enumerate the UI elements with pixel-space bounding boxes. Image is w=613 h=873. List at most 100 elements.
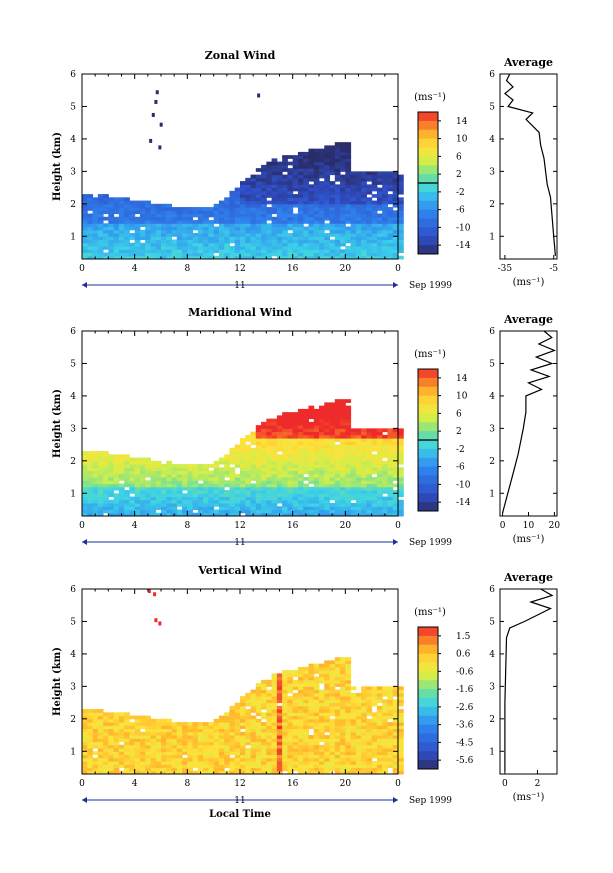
heatmap-cell: [250, 692, 257, 697]
heatmap-cell: [229, 770, 236, 775]
heatmap-cell: [82, 728, 88, 733]
heatmap-cell: [334, 764, 341, 769]
heatmap-cell: [113, 757, 120, 762]
heatmap-cell: [166, 722, 173, 726]
heatmap-cell: [87, 220, 94, 224]
heatmap-cell: [155, 757, 162, 762]
heatmap-cell: [355, 444, 362, 449]
heatmap-cell: [192, 483, 199, 488]
heatmap-cell: [324, 151, 331, 156]
heatmap-cell: [266, 509, 273, 514]
heatmap-cell: [245, 229, 252, 234]
heatmap-cell: [366, 754, 373, 759]
heatmap-cell: [234, 216, 241, 221]
heatmap-cell: [287, 486, 294, 491]
heatmap-cell: [118, 748, 125, 752]
heatmap-cell: [287, 738, 294, 743]
heatmap-cell: [266, 467, 273, 472]
heatmap-cell: [334, 696, 341, 700]
heatmap-cell: [92, 722, 99, 726]
heatmap-cell: [334, 158, 341, 163]
heatmap-cell: [319, 470, 325, 475]
heatmap-cell: [398, 702, 404, 707]
heatmap-cell: [129, 722, 136, 726]
heatmap-cell: [366, 692, 373, 697]
heatmap-cell: [387, 438, 394, 442]
heatmap-cell: [334, 249, 341, 254]
heatmap-cell: [271, 164, 278, 169]
heatmap-cell: [255, 184, 262, 189]
heatmap-cell: [366, 741, 373, 746]
heatmap-cell: [387, 236, 394, 241]
heatmap-cell: [292, 493, 299, 498]
heatmap-cell: [150, 236, 157, 241]
heatmap-cell: [171, 477, 178, 481]
heatmap-cell: [392, 171, 399, 176]
heatmap-cell: [255, 447, 262, 452]
heatmap-cell: [361, 444, 367, 449]
heatmap-cell: [224, 473, 230, 478]
heatmap-cell: [350, 741, 357, 746]
heatmap-cell: [292, 229, 299, 234]
heatmap-cell: [334, 731, 341, 736]
heatmap-cell: [240, 220, 246, 224]
heatmap-cell: [287, 428, 294, 433]
heatmap-cell: [261, 741, 267, 746]
heatmap-cell: [392, 767, 399, 772]
heatmap-cell: [345, 741, 352, 746]
profile-y-tick-label: 3: [489, 682, 495, 692]
heatmap-cell: [171, 233, 178, 237]
heatmap-cell: [366, 470, 373, 475]
heatmap-cell: [155, 744, 162, 749]
heatmap-cell: [334, 174, 341, 179]
heatmap-cell: [355, 486, 362, 491]
heatmap-cell: [271, 683, 278, 687]
heatmap-cell: [145, 503, 151, 507]
heatmap-cell: [176, 512, 183, 517]
heatmap-cell: [266, 705, 273, 710]
heatmap-cell: [392, 428, 399, 433]
heatmap-cell: [255, 177, 262, 182]
heatmap-cell: [340, 402, 346, 407]
heatmap-cell: [340, 415, 346, 420]
heatmap-cell: [334, 239, 341, 244]
heatmap-cell: [376, 187, 383, 192]
heatmap-cell: [234, 722, 241, 726]
heatmap-cell: [229, 473, 236, 478]
heatmap-cell: [287, 689, 294, 694]
heatmap-cell: [324, 249, 331, 254]
heatmap-cell: [382, 223, 388, 228]
heatmap-cell: [103, 715, 109, 720]
heatmap-cell: [382, 735, 388, 739]
heatmap-cell: [124, 509, 130, 514]
heatmap-cell: [245, 255, 252, 260]
heatmap-cell: [361, 434, 367, 439]
heatmap-cell: [176, 754, 183, 759]
heatmap-cell: [324, 705, 331, 710]
heatmap-cell: [187, 728, 194, 733]
heatmap-cell: [297, 226, 304, 231]
heatmap-cell: [203, 229, 209, 234]
heatmap-cell: [334, 679, 341, 684]
heatmap-cell: [134, 486, 141, 491]
heatmap-cell: [398, 490, 404, 494]
heatmap-cell: [224, 467, 230, 472]
heatmap-cell: [313, 187, 320, 192]
heatmap-cell: [176, 242, 183, 247]
heatmap-cell: [329, 168, 336, 172]
heatmap-cell: [282, 207, 288, 211]
heatmap-cell: [361, 229, 367, 234]
heatmap-cell: [345, 399, 352, 403]
heatmap-cell: [245, 767, 252, 772]
heatmap-cell: [345, 718, 352, 723]
heatmap-cell: [118, 216, 125, 221]
heatmap-cell: [340, 744, 346, 749]
heatmap-cell: [361, 454, 367, 459]
heatmap-cell: [171, 503, 178, 507]
heatmap-cell: [329, 207, 336, 211]
heatmap-cell: [371, 490, 378, 494]
heatmap-cell: [118, 483, 125, 488]
heatmap-cell: [329, 457, 336, 462]
heatmap-cell: [392, 457, 399, 462]
heatmap-cell: [159, 122, 163, 127]
